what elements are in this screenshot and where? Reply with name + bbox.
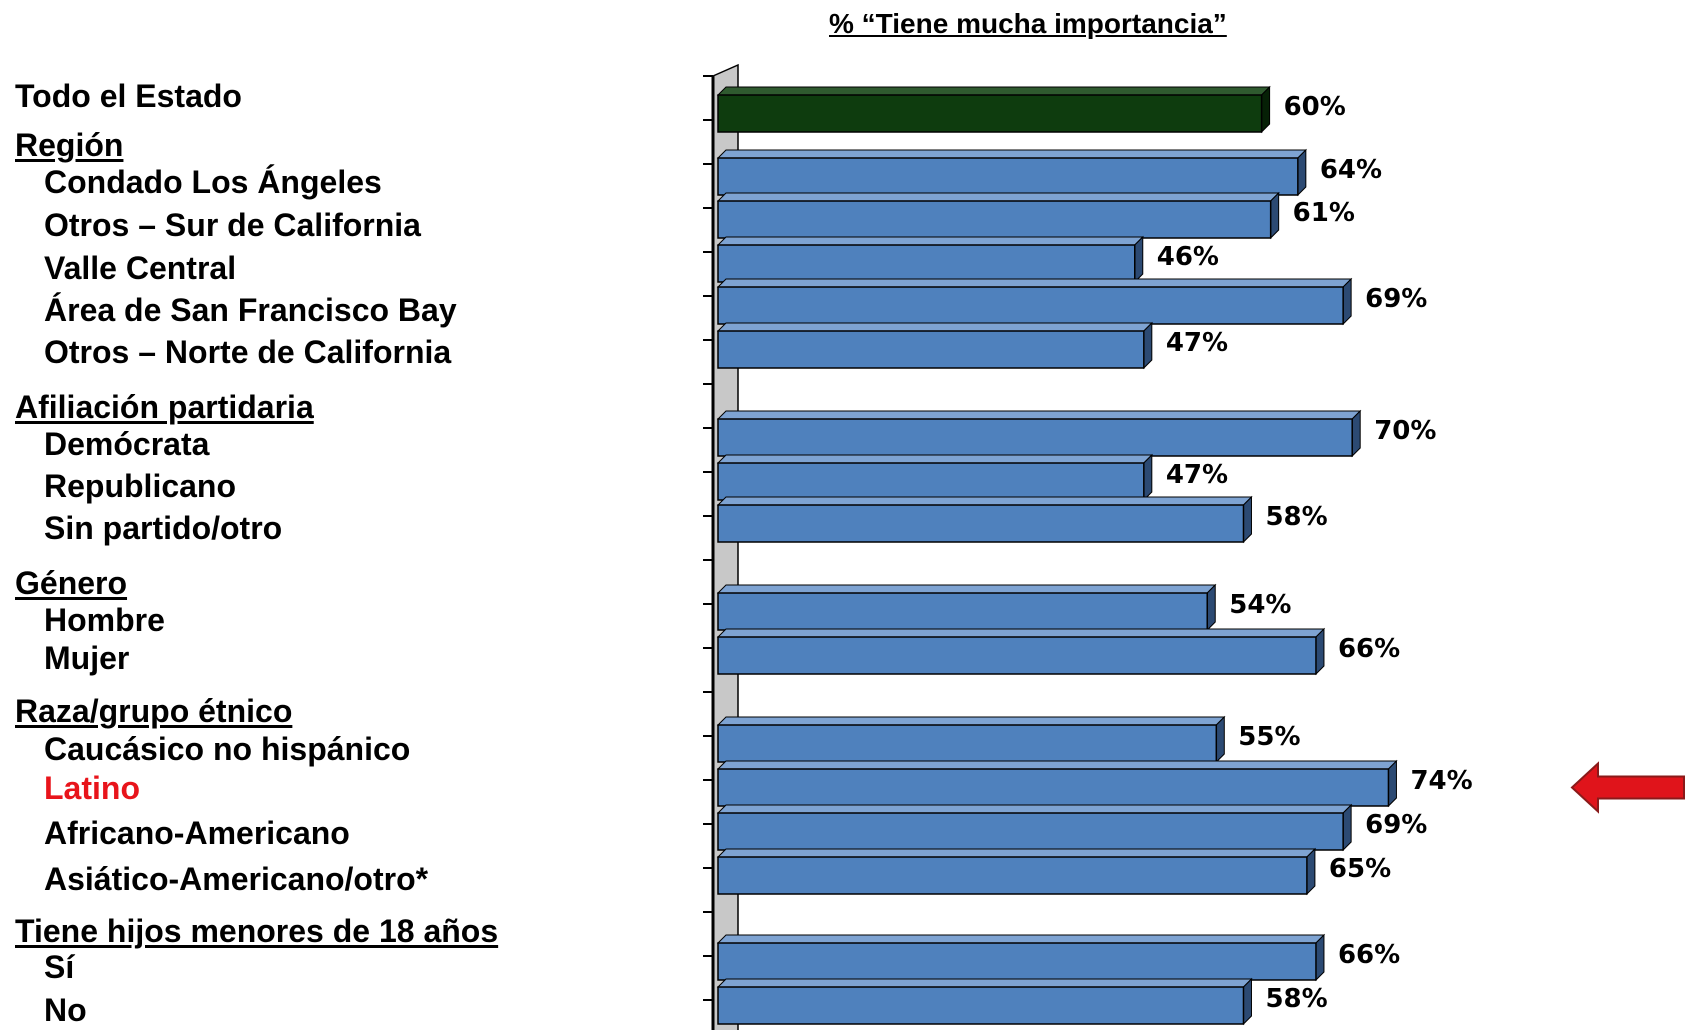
bar-top-area-de-san-francisco-bay [716, 278, 1353, 288]
bar-top-condado-los-angeles [716, 149, 1308, 159]
chart-title: % “Tiene mucha importancia” [829, 8, 1227, 39]
bar-side-todo-el-estado [1261, 85, 1271, 134]
bar-side-no [1242, 977, 1252, 1026]
category-label-mujer: Mujer [44, 640, 130, 676]
category-label-hombre: Hombre [44, 602, 165, 638]
bar-democrata [717, 418, 1353, 457]
category-label-otros-norte-de-california: Otros – Norte de California [44, 334, 452, 370]
group-header-tiene-hijos-menores-de-18-anos: Tiene hijos menores de 18 años [15, 913, 499, 949]
value-label-mujer: 66% [1338, 634, 1400, 664]
bar-top-si [716, 934, 1326, 944]
bar-si [717, 942, 1317, 981]
category-label-caucasico-no-hispanico: Caucásico no hispánico [44, 731, 411, 767]
value-label-caucasico-no-hispanico: 55% [1238, 722, 1300, 752]
bar-side-africano-americano [1342, 803, 1352, 852]
bar-side-mujer [1315, 627, 1325, 676]
bar-top-republicano [716, 454, 1154, 464]
category-label-democrata: Demócrata [44, 426, 210, 462]
category-label-africano-americano: Africano-Americano [44, 815, 350, 851]
bar-side-hombre [1206, 583, 1216, 632]
bar-top-otros-sur-de-california [716, 192, 1280, 202]
category-label-condado-los-angeles: Condado Los Ángeles [44, 164, 382, 200]
category-label-latino: Latino [44, 770, 140, 806]
bar-side-sin-partido-otro [1242, 495, 1252, 544]
bar-hombre [717, 592, 1208, 631]
bar-side-valle-central [1134, 235, 1144, 284]
bar-top-asiatico-americano-otro [716, 848, 1317, 858]
value-label-otros-norte-de-california: 47% [1166, 328, 1228, 358]
bar-top-mujer [716, 628, 1326, 638]
value-label-otros-sur-de-california: 61% [1293, 198, 1355, 228]
bar-otros-norte-de-california [717, 330, 1145, 369]
bar-top-sin-partido-otro [716, 496, 1253, 506]
group-header-afiliacion-partidaria: Afiliación partidaria [15, 389, 314, 425]
value-label-area-de-san-francisco-bay: 69% [1365, 284, 1427, 314]
category-label-republicano: Republicano [44, 468, 237, 504]
value-label-sin-partido-otro: 58% [1265, 502, 1327, 532]
bar-sin-partido-otro [717, 504, 1245, 543]
bar-top-todo-el-estado [716, 86, 1271, 96]
bar-valle-central [717, 244, 1136, 283]
bar-caucasico-no-hispanico [717, 724, 1218, 763]
bar-side-otros-norte-de-california [1143, 321, 1153, 370]
bar-latino [717, 768, 1390, 807]
category-label-area-de-san-francisco-bay: Área de San Francisco Bay [44, 292, 457, 328]
bar-side-latino [1387, 759, 1397, 808]
category-label-sin-partido-otro: Sin partido/otro [44, 510, 283, 546]
bar-todo-el-estado [717, 94, 1263, 133]
value-label-no: 58% [1265, 984, 1327, 1014]
bar-top-otros-norte-de-california [716, 322, 1154, 332]
category-label-si: Sí [44, 949, 75, 985]
bar-no [717, 986, 1245, 1025]
bar-top-latino [716, 760, 1398, 770]
bar-africano-americano [717, 812, 1344, 851]
bar-side-area-de-san-francisco-bay [1342, 277, 1352, 326]
group-header-region: Región [15, 127, 124, 163]
value-label-condado-los-angeles: 64% [1320, 155, 1382, 185]
bar-area-de-san-francisco-bay [717, 286, 1344, 325]
category-label-otros-sur-de-california: Otros – Sur de California [44, 207, 421, 243]
value-label-hombre: 54% [1229, 590, 1291, 620]
bar-side-si [1315, 933, 1325, 982]
bar-top-hombre [716, 584, 1217, 594]
value-label-si: 66% [1338, 940, 1400, 970]
bar-condado-los-angeles [717, 157, 1299, 196]
value-label-todo-el-estado: 60% [1284, 92, 1346, 122]
value-label-africano-americano: 69% [1365, 810, 1427, 840]
bar-side-republicano [1143, 453, 1153, 502]
bar-mujer [717, 636, 1317, 675]
highlight-arrow [1570, 761, 1685, 814]
bar-side-caucasico-no-hispanico [1215, 715, 1225, 764]
category-label-no: No [44, 992, 87, 1028]
bar-top-africano-americano [716, 804, 1353, 814]
value-label-valle-central: 46% [1157, 242, 1219, 272]
bar-republicano [717, 462, 1145, 501]
group-header-genero: Género [15, 565, 128, 601]
bar-side-asiatico-americano-otro [1306, 847, 1316, 896]
bar-side-democrata [1351, 409, 1361, 458]
category-label-asiatico-americano-otro: Asiático-Americano/otro* [44, 861, 429, 897]
bar-side-condado-los-angeles [1297, 148, 1307, 197]
category-label-valle-central: Valle Central [44, 250, 237, 286]
bar-top-no [716, 978, 1253, 988]
bar-asiatico-americano-otro [717, 856, 1308, 895]
value-label-latino: 74% [1410, 766, 1472, 796]
bar-top-democrata [716, 410, 1362, 420]
group-header-raza-grupo-etnico: Raza/grupo étnico [15, 693, 293, 729]
value-label-asiatico-americano-otro: 65% [1329, 854, 1391, 884]
category-label-todo-el-estado: Todo el Estado [15, 78, 242, 114]
bar-top-caucasico-no-hispanico [716, 716, 1226, 726]
bar-top-valle-central [716, 236, 1144, 246]
value-label-democrata: 70% [1374, 416, 1436, 446]
bar-otros-sur-de-california [717, 200, 1272, 239]
bar-side-otros-sur-de-california [1270, 191, 1280, 240]
value-label-republicano: 47% [1166, 460, 1228, 490]
